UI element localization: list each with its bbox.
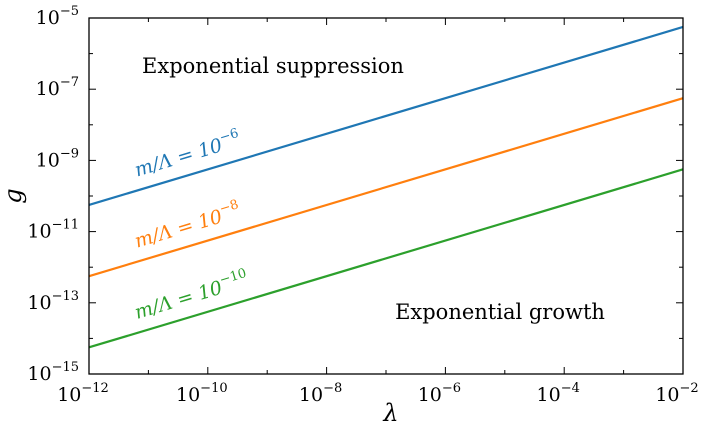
plot-area bbox=[89, 18, 683, 374]
x-tick-label: 10−4 bbox=[537, 381, 580, 406]
series-line-2 bbox=[88, 97, 684, 278]
series-layer bbox=[88, 25, 684, 349]
y-axis-title: g bbox=[0, 188, 27, 203]
series-line-1 bbox=[88, 25, 684, 207]
annotation-suppression: Exponential suppression bbox=[142, 54, 404, 78]
x-tick-label: 10−8 bbox=[299, 381, 342, 406]
plot-frame bbox=[88, 17, 684, 375]
x-tick-label: 10−10 bbox=[176, 381, 228, 406]
y-tick-label: 10−11 bbox=[27, 218, 79, 243]
x-tick-label: 10−6 bbox=[418, 381, 461, 406]
series-line-3 bbox=[88, 168, 684, 349]
x-tick-label: 10−12 bbox=[57, 381, 109, 406]
y-tick-label: 10−7 bbox=[36, 75, 79, 100]
y-tick-label: 10−15 bbox=[27, 360, 79, 385]
y-tick-label: 10−13 bbox=[27, 289, 79, 314]
annotation-growth: Exponential growth bbox=[395, 300, 605, 324]
x-tick-label: 10−2 bbox=[655, 381, 698, 406]
y-tick-label: 10−5 bbox=[36, 4, 79, 29]
y-tick-label: 10−9 bbox=[36, 146, 79, 171]
labels-layer: 10−12 10−10 10−8 10−6 10−4 10−2 10−15 10−13 10−1… bbox=[27, 4, 698, 406]
x-axis-title: λ bbox=[382, 399, 398, 427]
